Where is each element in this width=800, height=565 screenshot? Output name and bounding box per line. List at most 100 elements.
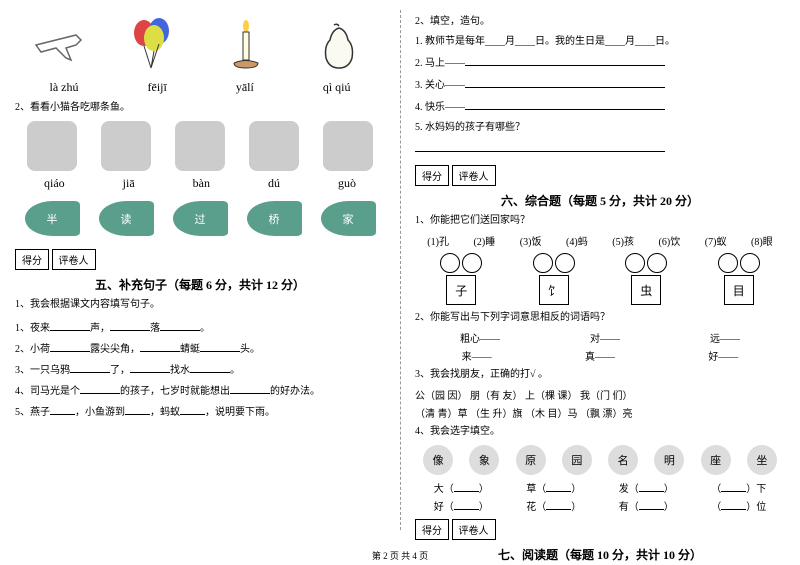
answer-line [415, 140, 785, 158]
apple-icon: 原 [516, 445, 546, 475]
blank[interactable] [639, 480, 664, 492]
bubble-row: 子 饣 虫 目 [415, 253, 785, 305]
fill-line-1: 1、夜来声，落。 [15, 319, 385, 334]
opp-text: 好—— [708, 348, 738, 363]
line-text: 2. 马上—— [415, 58, 465, 69]
cat-icon [101, 121, 151, 171]
item-text: (2)睡 [474, 233, 496, 248]
bubble-circle[interactable] [462, 253, 482, 273]
pinyin-text: guò [338, 176, 356, 191]
line-text: 落 [150, 323, 160, 334]
blank[interactable] [50, 319, 90, 331]
blank[interactable] [70, 361, 110, 373]
fish-char: 半 [47, 211, 58, 227]
blank[interactable] [200, 340, 240, 352]
apple-row: 像 象 原 园 名 明 座 坐 [415, 445, 785, 475]
line-text: 3. 关心—— [415, 80, 465, 91]
section-5-title: 五、补充句子（每题 6 分，共计 12 分） [15, 276, 385, 293]
item-row: (1)孔 (2)睡 (3)饭 (4)蚂 (5)孩 (6)饮 (7)蚁 (8)眼 [415, 233, 785, 248]
fill-item: 2. 马上—— [415, 54, 785, 72]
char-text: 发（） [619, 480, 674, 495]
bubble-circle[interactable] [718, 253, 738, 273]
pinyin-text: qì qiú [323, 80, 351, 95]
bubble-circle[interactable] [625, 253, 645, 273]
apple-char: 坐 [756, 452, 767, 468]
bubble-bottom: 子 [446, 275, 476, 305]
blank[interactable] [415, 140, 665, 152]
question-2-text: 2、看看小猫各吃哪条鱼。 [15, 100, 385, 116]
opp-text: 远—— [710, 330, 740, 345]
blank[interactable] [140, 340, 180, 352]
line-text: 。 [230, 365, 240, 376]
pinyin-text: bàn [193, 176, 210, 191]
opp-text: 真—— [585, 348, 615, 363]
airplane-icon [26, 15, 96, 75]
fish-char: 家 [343, 211, 354, 227]
blank[interactable] [190, 361, 230, 373]
item-text: (6)饮 [659, 233, 681, 248]
line-text: 4、司马光是个 [15, 386, 80, 397]
blank[interactable] [465, 54, 665, 66]
apple-char: 座 [710, 452, 721, 468]
section-6-title: 六、综合题（每题 5 分，共计 20 分） [415, 192, 785, 209]
fish-icon: 家 [321, 201, 376, 236]
blank[interactable] [454, 480, 479, 492]
blank[interactable] [50, 340, 90, 352]
blank[interactable] [125, 403, 150, 415]
blank[interactable] [639, 498, 664, 510]
score-row: 得分 评卷人 [415, 516, 785, 543]
char-fill-row: 好（） 花（） 有（） （）位 [415, 498, 785, 513]
blank[interactable] [130, 361, 170, 373]
line-text: 的好办法。 [270, 386, 320, 397]
bubble-circle[interactable] [647, 253, 667, 273]
blank[interactable] [160, 319, 200, 331]
q6-4: 4、我会选字填空。 [415, 424, 785, 440]
blank[interactable] [721, 498, 746, 510]
balloons-icon [119, 15, 189, 75]
line-text: ，说明要下雨。 [205, 407, 275, 418]
score-row: 得分 评卷人 [415, 162, 785, 189]
right-column: 2、填空，造句。 1. 教师节是每年____月____日。我的生日是____月_… [400, 0, 800, 545]
apple-char: 园 [571, 452, 582, 468]
bubble-circle[interactable] [555, 253, 575, 273]
line-text: 找水 [170, 365, 190, 376]
bubble-group: 饣 [532, 253, 576, 305]
apple-icon: 象 [469, 445, 499, 475]
opposite-row: 粗心—— 对—— 远—— [415, 330, 785, 345]
cat-pinyin-row: qiáo jiā bàn dú guò [15, 176, 385, 191]
q2-fill-title: 2、填空，造句。 [415, 14, 785, 30]
fill-line-5: 5、燕子，小鱼游到，蚂蚁，说明要下雨。 [15, 403, 385, 418]
bubble-circle[interactable] [440, 253, 460, 273]
line-text: 4. 快乐—— [415, 102, 465, 113]
blank[interactable] [50, 403, 75, 415]
q6-2: 2、你能写出与下列字词意思相反的词语吗？ [415, 310, 785, 326]
image-row [15, 15, 385, 75]
q5-1-intro: 1、我会根据课文内容填写句子。 [15, 297, 385, 313]
blank[interactable] [110, 319, 150, 331]
blank[interactable] [454, 498, 479, 510]
blank[interactable] [80, 382, 120, 394]
q6-3: 3、我会找朋友，正确的打√ 。 [415, 367, 785, 383]
apple-char: 像 [433, 452, 444, 468]
char-fill-row: 大（） 草（） 发（） （）下 [415, 480, 785, 495]
line-text: 了， [110, 365, 130, 376]
line-text: 2、小荷 [15, 344, 50, 355]
char-text: 草（） [526, 480, 581, 495]
blank[interactable] [546, 480, 571, 492]
blank[interactable] [721, 480, 746, 492]
blank[interactable] [180, 403, 205, 415]
apple-icon: 园 [562, 445, 592, 475]
bubble-group: 目 [717, 253, 761, 305]
blank[interactable] [546, 498, 571, 510]
line-text: 的孩子，七岁时就能想出 [120, 386, 230, 397]
blank[interactable] [465, 76, 665, 88]
bubble-circle[interactable] [533, 253, 553, 273]
pinyin-text: qiáo [44, 176, 65, 191]
apple-icon: 座 [701, 445, 731, 475]
bubble-circle[interactable] [740, 253, 760, 273]
apple-icon: 像 [423, 445, 453, 475]
line-text: 5、燕子 [15, 407, 50, 418]
score-label: 得分 [415, 165, 449, 186]
blank[interactable] [465, 98, 665, 110]
blank[interactable] [230, 382, 270, 394]
